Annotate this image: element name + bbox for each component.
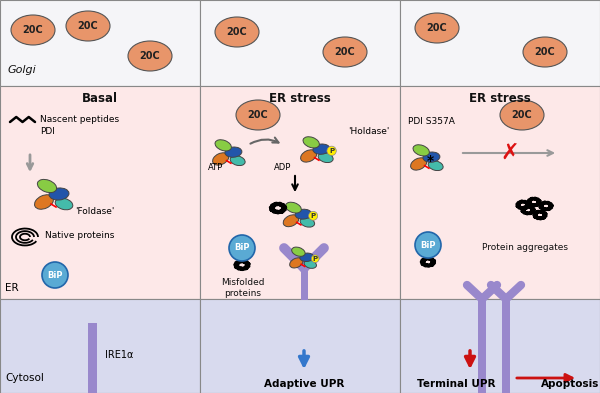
Bar <box>0 299 200 393</box>
Ellipse shape <box>35 195 53 209</box>
Bar <box>400 0 600 86</box>
Ellipse shape <box>49 188 69 200</box>
Text: ADP: ADP <box>274 163 292 173</box>
Text: ER stress: ER stress <box>269 92 331 105</box>
Ellipse shape <box>11 15 55 45</box>
Circle shape <box>42 262 68 288</box>
Bar <box>301 268 308 300</box>
Text: 'Foldase': 'Foldase' <box>75 208 115 217</box>
Text: *: * <box>427 154 434 167</box>
Ellipse shape <box>428 161 443 171</box>
Ellipse shape <box>230 156 245 165</box>
Text: 20C: 20C <box>23 25 43 35</box>
Text: 20C: 20C <box>427 23 448 33</box>
Ellipse shape <box>283 215 299 227</box>
Ellipse shape <box>290 258 303 268</box>
Ellipse shape <box>292 247 305 256</box>
Text: 20C: 20C <box>248 110 268 120</box>
Text: 20C: 20C <box>227 27 247 37</box>
Text: BiP: BiP <box>47 270 63 279</box>
Ellipse shape <box>500 100 544 130</box>
Circle shape <box>229 235 255 261</box>
Ellipse shape <box>66 11 110 41</box>
Bar <box>200 0 400 86</box>
Bar <box>200 299 400 393</box>
Ellipse shape <box>415 13 459 43</box>
Bar <box>0 86 200 299</box>
Ellipse shape <box>128 41 172 71</box>
Ellipse shape <box>215 140 232 151</box>
Text: Cytosol: Cytosol <box>5 373 44 383</box>
Ellipse shape <box>55 198 73 210</box>
Text: PDI: PDI <box>40 127 55 136</box>
Text: 20C: 20C <box>140 51 160 61</box>
Text: P: P <box>311 213 316 219</box>
Text: PDI S357A: PDI S357A <box>408 118 455 127</box>
Circle shape <box>311 255 319 263</box>
Bar <box>0 0 200 86</box>
Ellipse shape <box>236 100 280 130</box>
Bar <box>88 323 97 393</box>
Text: P: P <box>329 148 334 154</box>
Text: P: P <box>313 256 318 262</box>
Text: 20C: 20C <box>535 47 556 57</box>
Text: IRE1α: IRE1α <box>105 350 133 360</box>
Text: 20C: 20C <box>77 21 98 31</box>
Text: ER stress: ER stress <box>469 92 531 105</box>
Text: BiP: BiP <box>420 241 436 250</box>
Ellipse shape <box>313 144 330 154</box>
Ellipse shape <box>300 253 314 261</box>
Ellipse shape <box>410 158 427 170</box>
Ellipse shape <box>215 17 259 47</box>
Ellipse shape <box>423 152 440 162</box>
Ellipse shape <box>300 218 314 227</box>
Ellipse shape <box>323 37 367 67</box>
Ellipse shape <box>37 180 56 193</box>
Ellipse shape <box>295 209 311 219</box>
Text: 'Holdase': 'Holdase' <box>348 127 389 136</box>
Text: Misfolded
proteins: Misfolded proteins <box>221 278 265 298</box>
Ellipse shape <box>212 153 229 165</box>
Ellipse shape <box>286 202 301 213</box>
Text: Adaptive UPR: Adaptive UPR <box>264 379 344 389</box>
Circle shape <box>327 146 336 156</box>
Ellipse shape <box>413 145 430 156</box>
Ellipse shape <box>318 153 333 163</box>
Text: Native proteins: Native proteins <box>45 231 115 239</box>
Text: Terminal UPR: Terminal UPR <box>417 379 495 389</box>
Bar <box>502 300 510 393</box>
Text: Basal: Basal <box>82 92 118 105</box>
Bar <box>478 300 486 393</box>
Text: ATP: ATP <box>208 163 224 173</box>
Bar <box>200 86 400 299</box>
Ellipse shape <box>301 150 317 162</box>
Text: Nascent peptides: Nascent peptides <box>40 114 119 123</box>
Bar <box>400 299 600 393</box>
Text: ✗: ✗ <box>500 143 520 163</box>
Circle shape <box>308 211 317 220</box>
Ellipse shape <box>523 37 567 67</box>
Text: BiP: BiP <box>234 244 250 252</box>
Text: 20C: 20C <box>335 47 355 57</box>
Text: Apoptosis: Apoptosis <box>541 379 599 389</box>
Bar <box>400 86 600 299</box>
Ellipse shape <box>304 260 316 268</box>
Text: Protein aggregates: Protein aggregates <box>482 244 568 252</box>
Ellipse shape <box>303 137 319 148</box>
Text: Golgi: Golgi <box>8 65 37 75</box>
Text: 20C: 20C <box>512 110 532 120</box>
Ellipse shape <box>225 147 242 157</box>
Circle shape <box>415 232 441 258</box>
Text: ER: ER <box>5 283 19 293</box>
